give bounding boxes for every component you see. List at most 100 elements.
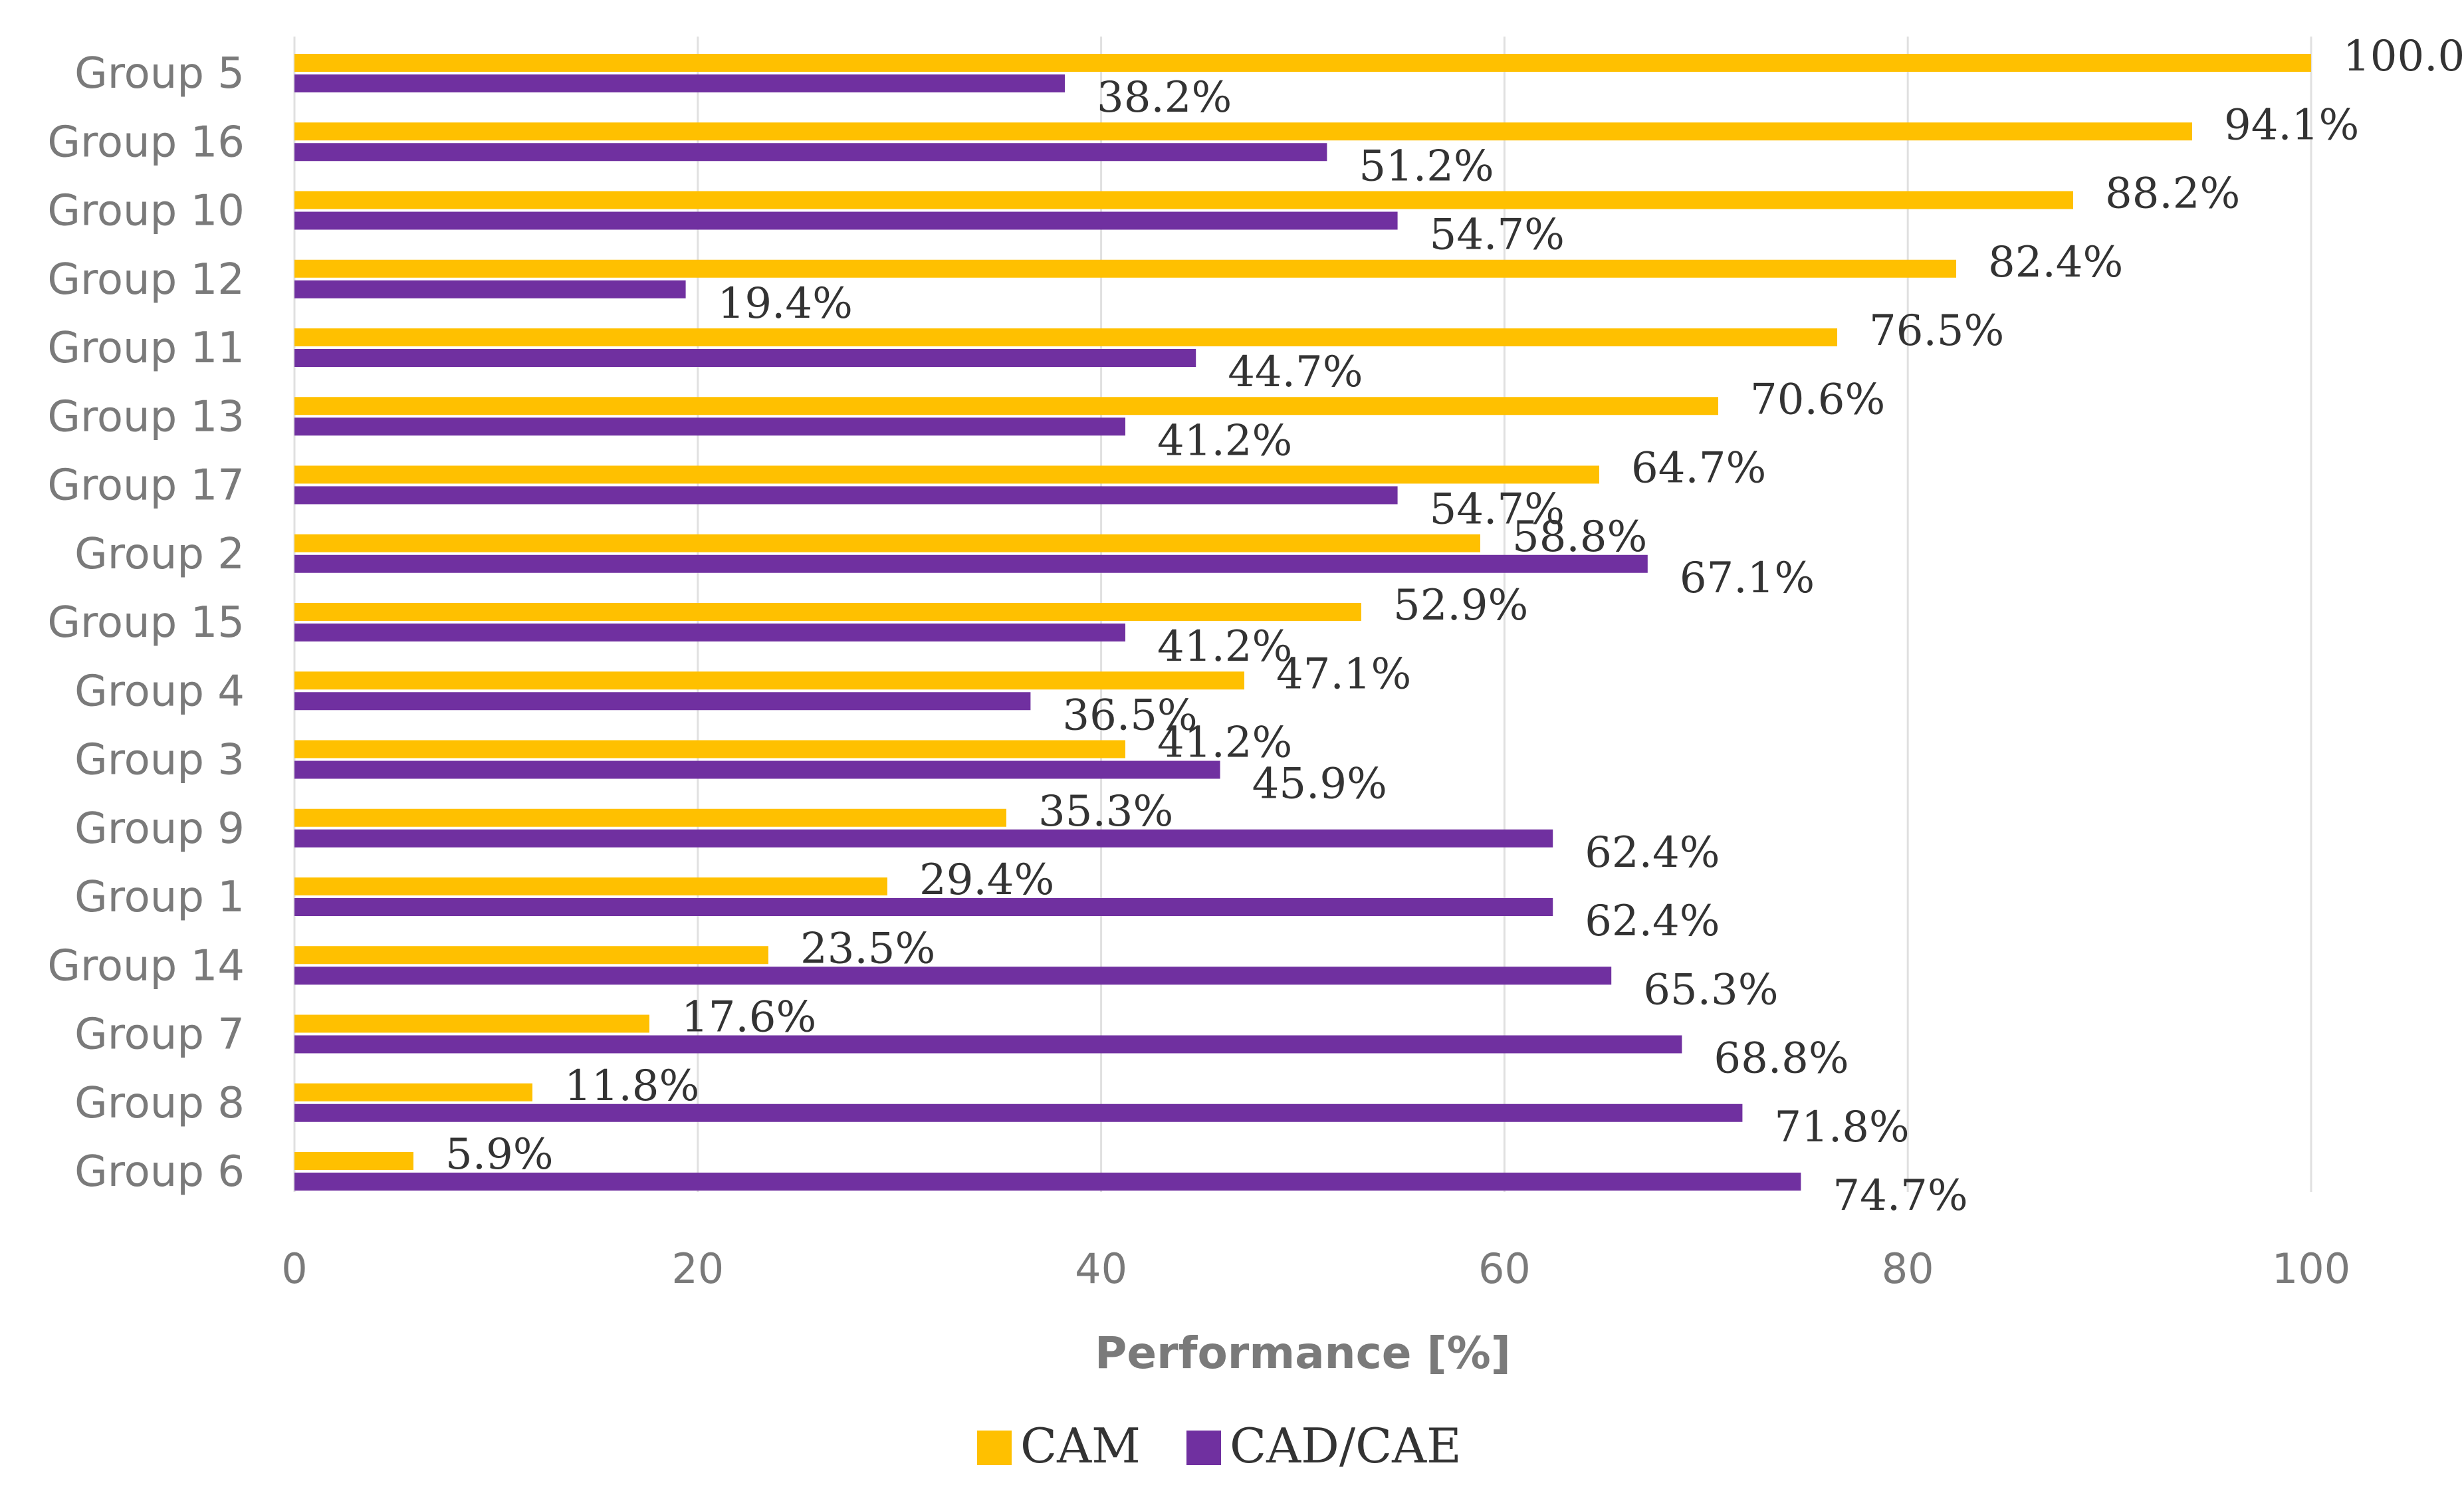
bar-cad-cae bbox=[294, 143, 1327, 162]
data-label-cad-cae: 51.2% bbox=[1359, 142, 1494, 191]
legend-swatch-cam bbox=[977, 1431, 1012, 1465]
x-tick-label: 100 bbox=[2272, 1244, 2350, 1293]
bar-cad-cae bbox=[294, 1173, 1801, 1191]
bar-cad-cae bbox=[294, 624, 1126, 641]
bar-cad-cae bbox=[294, 74, 1065, 92]
bar-cad-cae bbox=[294, 760, 1220, 779]
bar-cam bbox=[294, 808, 1007, 827]
bar-cad-cae bbox=[294, 349, 1196, 367]
x-tick-labels: 0 20 40 60 80 100 bbox=[281, 1244, 2350, 1293]
bar-cad-cae bbox=[294, 1103, 1743, 1122]
category-label: Group 16 bbox=[47, 118, 245, 167]
bar-cad-cae bbox=[294, 692, 1031, 711]
bar-cam bbox=[294, 671, 1245, 690]
data-label-cam: 82.4% bbox=[1988, 238, 2123, 287]
category-label: Group 14 bbox=[47, 941, 245, 990]
category-label: Group 10 bbox=[47, 187, 245, 236]
bar-cam bbox=[294, 740, 1126, 758]
bar-cad-cae bbox=[294, 898, 1553, 916]
data-label-cad-cae: 41.2% bbox=[1157, 622, 1292, 671]
category-label: Group 1 bbox=[74, 873, 245, 922]
category-label: Group 8 bbox=[74, 1079, 245, 1128]
data-label-cam: 11.8% bbox=[564, 1062, 699, 1111]
x-tick-label: 20 bbox=[671, 1244, 724, 1293]
data-label-cam: 5.9% bbox=[445, 1130, 554, 1179]
bar-cad-cae bbox=[294, 1035, 1682, 1054]
bar-cad-cae bbox=[294, 280, 686, 298]
bar-cam bbox=[294, 534, 1480, 552]
data-label-cad-cae: 54.7% bbox=[1430, 485, 1565, 534]
bar-cam bbox=[294, 328, 1838, 346]
data-labels: 100.0% 38.2% 94.1% 51.2% 88.2% 54.7% 82.4% 19.4… bbox=[445, 32, 2464, 1220]
bar-cam bbox=[294, 54, 2311, 72]
data-label-cad-cae: 19.4% bbox=[718, 279, 853, 328]
data-label-cad-cae: 71.8% bbox=[1774, 1103, 1909, 1152]
data-label-cam: 58.8% bbox=[1512, 513, 1647, 562]
bar-cam bbox=[294, 259, 1957, 278]
category-label: Group 11 bbox=[47, 324, 245, 373]
bar-cad-cae bbox=[294, 554, 1648, 573]
bar-cam bbox=[294, 465, 1599, 484]
category-label: Group 12 bbox=[47, 255, 245, 304]
bar-cam bbox=[294, 397, 1719, 415]
bar-cam bbox=[294, 603, 1361, 621]
data-label-cad-cae: 62.4% bbox=[1585, 828, 1720, 877]
bar-cam bbox=[294, 191, 2073, 209]
data-label-cad-cae: 36.5% bbox=[1062, 691, 1197, 740]
bar-cad-cae bbox=[294, 967, 1612, 985]
bar-cad-cae bbox=[294, 486, 1398, 505]
bar-cam bbox=[294, 1152, 414, 1170]
data-label-cam: 41.2% bbox=[1157, 719, 1292, 768]
bar-cad-cae bbox=[294, 211, 1398, 230]
legend-label-cad-cae: CAD/CAE bbox=[1230, 1418, 1462, 1474]
x-tick-label: 0 bbox=[281, 1244, 307, 1293]
data-label-cam: 70.6% bbox=[1750, 375, 1885, 424]
bar-cad-cae bbox=[294, 417, 1126, 436]
data-label-cam: 47.1% bbox=[1276, 649, 1411, 699]
category-label: Group 5 bbox=[74, 49, 245, 98]
bar-cad-cae bbox=[294, 829, 1553, 848]
data-label-cam: 52.9% bbox=[1393, 581, 1528, 630]
category-label: Group 17 bbox=[47, 461, 245, 511]
x-tick-label: 80 bbox=[1882, 1244, 1934, 1293]
legend-label-cam: CAM bbox=[1020, 1418, 1141, 1474]
category-label: Group 4 bbox=[74, 667, 245, 716]
data-label-cad-cae: 62.4% bbox=[1585, 897, 1720, 946]
data-label-cad-cae: 54.7% bbox=[1430, 211, 1565, 260]
bar-cam bbox=[294, 877, 887, 895]
x-axis-title: Performance [%] bbox=[1095, 1328, 1511, 1379]
data-label-cad-cae: 41.2% bbox=[1157, 416, 1292, 465]
category-label: Group 13 bbox=[47, 392, 245, 441]
legend-swatch-cad-cae bbox=[1186, 1431, 1221, 1465]
data-label-cad-cae: 68.8% bbox=[1714, 1034, 1848, 1084]
category-label: Group 2 bbox=[74, 530, 245, 579]
data-label-cam: 88.2% bbox=[2105, 170, 2240, 219]
bar-cam bbox=[294, 1083, 533, 1101]
data-label-cad-cae: 38.2% bbox=[1097, 73, 1232, 122]
x-tick-label: 40 bbox=[1075, 1244, 1127, 1293]
data-label-cam: 17.6% bbox=[681, 993, 816, 1042]
bar-cam bbox=[294, 1014, 649, 1033]
data-label-cam: 100.0% bbox=[2343, 32, 2464, 81]
category-label: Group 3 bbox=[74, 736, 245, 785]
data-label-cad-cae: 45.9% bbox=[1252, 760, 1387, 809]
bar-cam bbox=[294, 946, 768, 965]
data-label-cam: 76.5% bbox=[1869, 306, 2004, 356]
data-label-cam: 64.7% bbox=[1631, 444, 1766, 493]
x-tick-label: 60 bbox=[1478, 1244, 1531, 1293]
category-label: Group 15 bbox=[47, 598, 245, 647]
bar-cam bbox=[294, 122, 2192, 141]
data-label-cad-cae: 44.7% bbox=[1228, 348, 1363, 397]
category-label: Group 9 bbox=[74, 804, 245, 854]
category-label: Group 6 bbox=[74, 1147, 245, 1197]
data-label-cad-cae: 67.1% bbox=[1680, 554, 1815, 603]
data-label-cam: 29.4% bbox=[919, 856, 1054, 905]
data-label-cam: 35.3% bbox=[1038, 787, 1173, 836]
data-label-cam: 23.5% bbox=[800, 924, 935, 973]
category-label: Group 7 bbox=[74, 1010, 245, 1060]
legend: CAM CAD/CAE bbox=[977, 1418, 1462, 1474]
bars bbox=[294, 54, 2311, 1191]
data-label-cad-cae: 74.7% bbox=[1833, 1171, 1967, 1220]
data-label-cad-cae: 65.3% bbox=[1643, 965, 1778, 1014]
